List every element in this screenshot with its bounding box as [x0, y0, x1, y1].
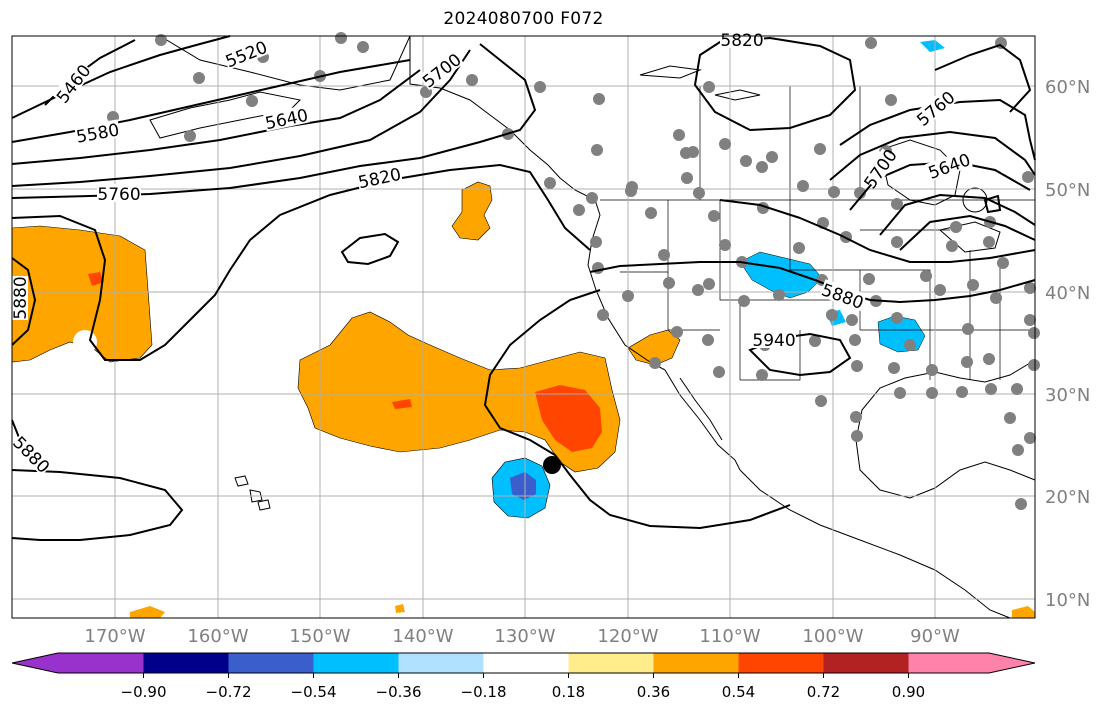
lat-label-60n: 60°N — [1045, 77, 1090, 98]
dark-blue-core — [510, 472, 536, 500]
colorbar-segment-10 — [823, 653, 909, 673]
orange-region-west — [11, 225, 153, 363]
orange-speck-3 — [1012, 606, 1035, 618]
colorbar-segment-1 — [58, 653, 144, 673]
lon-label-110w: 110°W — [699, 626, 760, 647]
colorbar-segment-7 — [568, 653, 654, 673]
colorbar-tick-10: 0.90 — [892, 683, 925, 701]
colorbar-tick-1: −0.90 — [121, 683, 167, 701]
map-frame — [11, 35, 1036, 619]
colorbar-tick-4: −0.36 — [376, 683, 422, 701]
hole-west — [73, 330, 97, 354]
storm-center-marker — [543, 456, 561, 474]
colorbar-segment-3 — [228, 653, 314, 673]
colorbar-tick-5: −0.18 — [461, 683, 507, 701]
colorbar-tick-9: 0.72 — [807, 683, 840, 701]
red-spot-small — [392, 399, 412, 409]
latitude-axis: 60°N 50°N 40°N 30°N 20°N 10°N — [1045, 77, 1090, 611]
colorbar-segment-8 — [653, 653, 739, 673]
colorbar-tick-2: −0.72 — [206, 683, 252, 701]
lat-label-30n: 30°N — [1045, 385, 1090, 406]
contour-label-5820-north: 5820 — [720, 31, 763, 51]
orange-speck-1 — [130, 606, 165, 618]
red-spot-west — [88, 272, 104, 286]
orange-region-north — [451, 181, 493, 241]
contour-label-5760: 5760 — [97, 185, 140, 205]
blue-region-rockies — [739, 251, 823, 299]
lon-label-130w: 130°W — [494, 626, 555, 647]
map-title: 2024080700 F072 — [443, 9, 604, 29]
graticule — [12, 36, 1035, 618]
lon-label-150w: 150°W — [289, 626, 350, 647]
contour-label-5940: 5940 — [752, 331, 795, 351]
colorbar-segment-11 — [908, 653, 989, 673]
lat-label-40n: 40°N — [1045, 283, 1090, 304]
colorbar-min-arrow — [12, 653, 58, 673]
lat-label-20n: 20°N — [1045, 487, 1090, 508]
lon-label-100w: 100°W — [802, 626, 863, 647]
colorbar-tick-7: 0.36 — [637, 683, 670, 701]
colorbar-segment-4 — [313, 653, 399, 673]
height-contours — [11, 35, 1036, 541]
orange-region-central — [297, 311, 621, 473]
lon-label-170w: 170°W — [84, 626, 145, 647]
blue-region-canada — [920, 40, 945, 52]
lat-label-10n: 10°N — [1045, 590, 1090, 611]
colorbar-tick-8: 0.54 — [722, 683, 755, 701]
colorbar-segment-6 — [483, 653, 569, 673]
lon-label-90w: 90°W — [910, 626, 960, 647]
lon-label-120w: 120°W — [597, 626, 658, 647]
shaded-anomalies — [11, 40, 1035, 618]
orange-speck-2 — [395, 604, 405, 613]
colorbar-tick-6: 0.18 — [552, 683, 585, 701]
colorbar-tick-3: −0.54 — [291, 683, 337, 701]
colorbar-segment-9 — [738, 653, 824, 673]
lon-label-160w: 160°W — [187, 626, 248, 647]
lat-label-50n: 50°N — [1045, 180, 1090, 201]
colorbar: −0.90 −0.72 −0.54 −0.36 −0.18 0.18 0.36 … — [11, 652, 1036, 701]
contour-label-5880-west: 5880 — [11, 276, 31, 319]
colorbar-max-arrow — [989, 653, 1035, 673]
red-region-central — [535, 385, 602, 452]
colorbar-segment-2 — [143, 653, 229, 673]
colorbar-segment-5 — [398, 653, 484, 673]
lon-label-140w: 140°W — [392, 626, 453, 647]
longitude-axis: 170°W 160°W 150°W 140°W 130°W 120°W 110°… — [84, 626, 960, 647]
